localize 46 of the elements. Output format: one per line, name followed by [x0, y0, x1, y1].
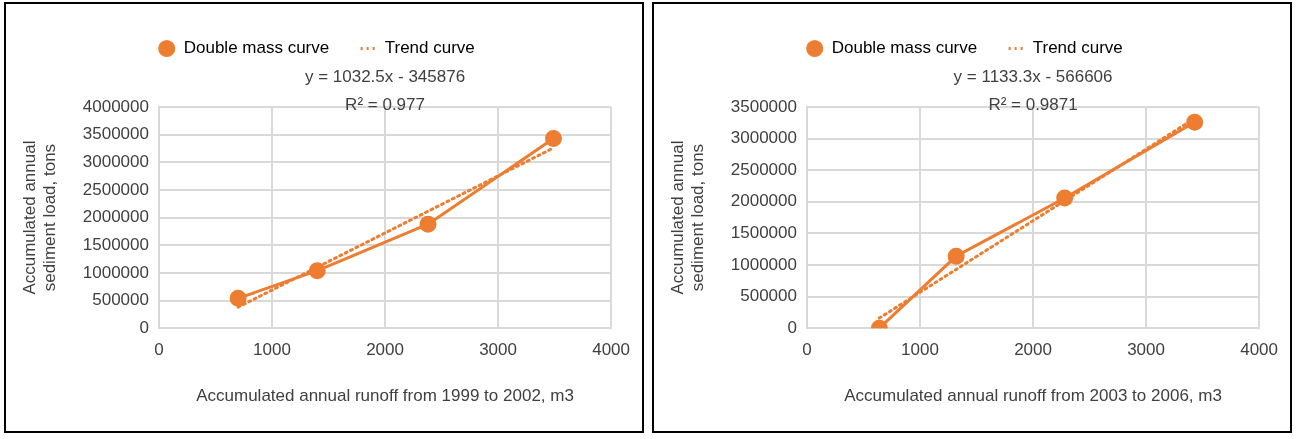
x-tick-label: 3000: [479, 340, 517, 360]
y-tick-label: 1000000: [82, 262, 149, 282]
x-tick-label: 0: [802, 340, 812, 360]
point: [1056, 189, 1074, 207]
y-tick-label: 0: [139, 317, 149, 337]
y-tick-label: 3500000: [82, 124, 149, 144]
x-tick-label: 2000: [1014, 340, 1052, 360]
x-tick-label: 2000: [366, 340, 404, 360]
y-tick-label: 500000: [92, 290, 149, 310]
y-tick-label: 4000000: [82, 96, 149, 116]
x-tick-label: 1000: [901, 340, 939, 360]
y-tick-label: 3500000: [730, 96, 797, 116]
y-tick-label: 2500000: [82, 179, 149, 199]
point: [419, 215, 437, 233]
y-axis-title: Accumulated annual sediment load, tons: [19, 140, 60, 295]
x-axis-title: Accumulated annual runoff from 1999 to 2002, m3: [196, 386, 574, 406]
text: y = 1032.5x - 345876: [304, 66, 466, 86]
annotation: R² = 0.9871: [988, 94, 1078, 114]
x-tick-label: 4000: [592, 340, 630, 360]
y-axis-title: Accumulated annual sediment load, tons: [667, 140, 708, 295]
y-tick-label: 3000000: [82, 151, 149, 171]
point: [1186, 113, 1204, 131]
point: [544, 130, 562, 148]
x-axis-title: Accumulated annual runoff from 2003 to 2006, m3: [844, 386, 1222, 406]
y-tick-label: 1500000: [82, 234, 149, 254]
y-tick-label: 1000000: [730, 254, 797, 274]
annotation: R² = 0.977: [345, 94, 425, 114]
y-tick-label: 2000000: [82, 207, 149, 227]
x-tick-label: 4000: [1240, 340, 1278, 360]
y-tick-label: 2500000: [730, 159, 797, 179]
legend-label: Trend curve: [384, 38, 475, 58]
x-tick-label: 0: [154, 340, 164, 360]
legend-label: Double mass curve: [831, 38, 978, 58]
point: [229, 289, 247, 307]
legend-label: Double mass curve: [183, 38, 330, 58]
point: [308, 262, 326, 280]
y-tick-label: 500000: [740, 286, 797, 306]
y-tick-label: 0: [787, 317, 797, 337]
x-tick-label: 1000: [253, 340, 291, 360]
y-tick-label: 2000000: [730, 191, 797, 211]
y-tick-label: 1500000: [730, 223, 797, 243]
point: [947, 247, 965, 265]
y-tick-label: 3000000: [730, 128, 797, 148]
text: y = 1133.3x - 566606: [953, 66, 1113, 86]
x-tick-label: 3000: [1127, 340, 1165, 360]
legend-label: Trend curve: [1032, 38, 1123, 58]
